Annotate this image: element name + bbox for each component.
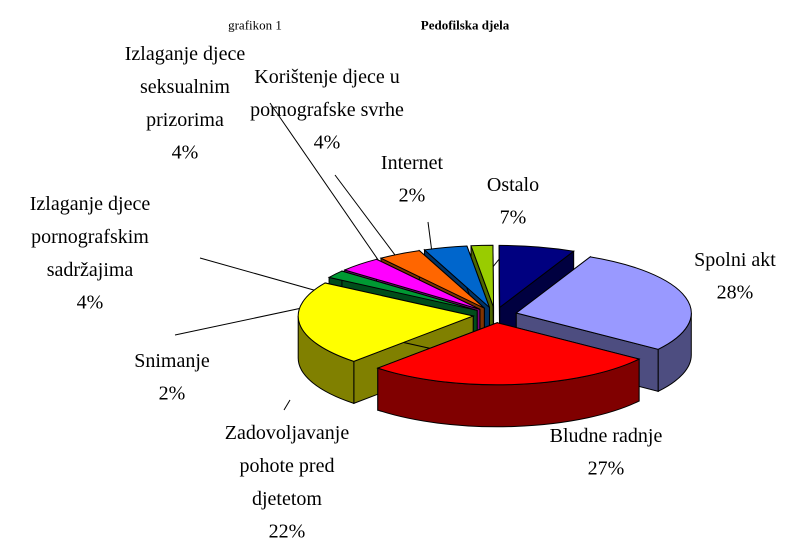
value-label: 22% <box>269 521 306 543</box>
value-label: 27% <box>588 458 625 480</box>
slice-top <box>343 258 481 310</box>
value-label: 2% <box>399 185 426 207</box>
slice <box>376 322 641 428</box>
leader-line <box>199 257 336 297</box>
category-label: Ostalo <box>487 174 539 196</box>
value-label: 28% <box>717 282 754 304</box>
value-label: 4% <box>77 292 104 314</box>
slice-top <box>379 250 485 309</box>
category-label: Korištenje djece u pornografske svrhe <box>250 66 404 121</box>
value-label: 2% <box>159 383 186 405</box>
slice-top <box>470 244 495 308</box>
slice-top <box>423 245 490 308</box>
category-label: Izlaganje djece seksualnim prizorima <box>125 43 246 131</box>
slice-top <box>376 322 641 386</box>
leader-line <box>283 399 291 411</box>
slice-top <box>327 270 478 311</box>
leader-line <box>269 102 393 281</box>
category-label: Bludne radnje <box>550 425 663 447</box>
pie <box>297 244 692 428</box>
slice-top <box>498 244 575 309</box>
value-label: 4% <box>172 142 199 164</box>
slice-top <box>297 282 475 362</box>
chart-annotation: grafikon 1 <box>228 18 282 33</box>
category-label: Spolni akt <box>694 249 776 271</box>
category-label: Izlaganje djece pornografskim sadržajima <box>30 193 151 281</box>
category-label: Internet <box>381 152 444 174</box>
value-label: 4% <box>314 132 341 154</box>
slice-top <box>515 256 692 350</box>
category-label: Zadovoljavanje pohote pred djetetom <box>225 422 350 510</box>
value-label: 7% <box>500 207 527 229</box>
chart-title: Pedofilska djela <box>421 18 510 33</box>
category-label: Snimanje <box>134 350 210 372</box>
